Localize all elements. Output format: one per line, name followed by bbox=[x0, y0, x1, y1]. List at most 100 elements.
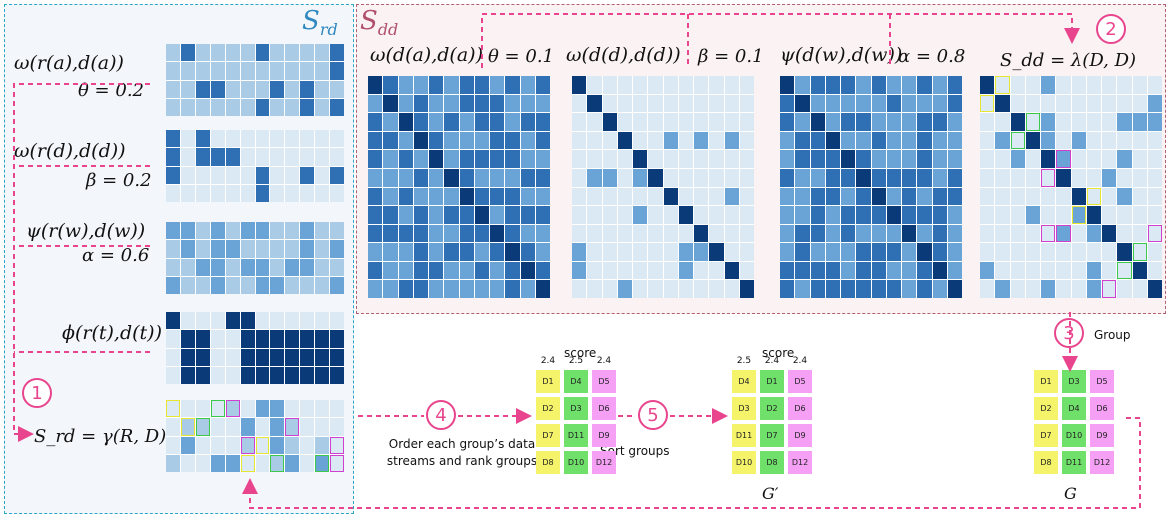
heatmap-cell bbox=[1147, 94, 1162, 113]
heatmap-cell bbox=[694, 187, 709, 206]
heatmap-cell bbox=[663, 206, 678, 224]
heatmap-cell bbox=[902, 224, 917, 243]
heatmap-cell bbox=[300, 436, 315, 454]
heatmap-cell bbox=[648, 131, 663, 150]
heatmap-cell bbox=[709, 280, 724, 298]
group-cell: D5 bbox=[1090, 370, 1114, 393]
heatmap-cell bbox=[810, 206, 825, 224]
heatmap-cell bbox=[490, 76, 505, 94]
group-cell: D12 bbox=[788, 451, 812, 474]
heatmap-cell bbox=[917, 150, 932, 168]
group-cell: D11 bbox=[1062, 451, 1086, 474]
heatmap-cell bbox=[210, 258, 225, 276]
group-cell: D11 bbox=[732, 424, 756, 447]
heatmap-cell bbox=[368, 206, 383, 224]
heatmap-cell bbox=[1147, 206, 1162, 224]
step-1-badge: 1 bbox=[22, 378, 52, 408]
heatmap-cell bbox=[398, 261, 413, 280]
heatmap-cell bbox=[285, 184, 300, 202]
heatmap-cell bbox=[166, 330, 180, 348]
heatmap-cell bbox=[180, 436, 195, 454]
heatmap-cell bbox=[572, 187, 587, 206]
omega-d-label: ω(r(d),d(d)) bbox=[14, 140, 126, 162]
heatmap-cell bbox=[535, 224, 550, 243]
heatmap-cell bbox=[1117, 94, 1132, 113]
heatmap-cell bbox=[300, 222, 315, 240]
heatmap-cell bbox=[285, 98, 300, 116]
heatmap-cell bbox=[1056, 187, 1071, 206]
heatmap-cell bbox=[270, 166, 285, 184]
heatmap-cell bbox=[166, 130, 180, 148]
heatmap-cell bbox=[980, 94, 995, 113]
heatmap-cell bbox=[368, 243, 383, 261]
heatmap-cell bbox=[572, 94, 587, 113]
heatmap-cell bbox=[240, 80, 255, 98]
heatmap-cell bbox=[932, 243, 947, 261]
heatmap-cell bbox=[315, 44, 330, 62]
heatmap-cell bbox=[917, 131, 932, 150]
heatmap-cell bbox=[535, 76, 550, 94]
heatmap-cell bbox=[270, 258, 285, 276]
heatmap-cell bbox=[1056, 113, 1071, 131]
ranked-groups: D1 D4 D5 D2 D3 D6 D7 D11 D9 D8 D10 D12 bbox=[536, 370, 616, 474]
heatmap-cell bbox=[1071, 280, 1086, 298]
heatmap-cell bbox=[1025, 187, 1040, 206]
heatmap-cell bbox=[1056, 131, 1071, 150]
heatmap-cell bbox=[633, 243, 648, 261]
heatmap-cell bbox=[795, 131, 810, 150]
heatmap-cell bbox=[917, 243, 932, 261]
heatmap-cell bbox=[856, 224, 871, 243]
heatmap-cell bbox=[1117, 150, 1132, 168]
heatmap-cell bbox=[1102, 280, 1117, 298]
heatmap-cell bbox=[255, 312, 270, 330]
heatmap-cell bbox=[1010, 131, 1025, 150]
heatmap-cell bbox=[856, 150, 871, 168]
heatmap-cell bbox=[490, 150, 505, 168]
heatmap-cell bbox=[195, 222, 210, 240]
heatmap-cell bbox=[210, 454, 225, 472]
heatmap-cell bbox=[398, 131, 413, 150]
heatmap-cell bbox=[195, 400, 210, 418]
heatmap-cell bbox=[678, 113, 693, 131]
heatmap-cell bbox=[917, 261, 932, 280]
heatmap-cell bbox=[663, 113, 678, 131]
heatmap-cell bbox=[195, 312, 210, 330]
heatmap-cell bbox=[633, 168, 648, 187]
heatmap-cell bbox=[917, 94, 932, 113]
heatmap-cell bbox=[825, 150, 840, 168]
heatmap-cell bbox=[810, 261, 825, 280]
heatmap-cell bbox=[180, 184, 195, 202]
heatmap-cell bbox=[841, 113, 856, 131]
heatmap-cell bbox=[166, 454, 180, 472]
heatmap-cell bbox=[572, 280, 587, 298]
heatmap-cell bbox=[1041, 76, 1056, 94]
heatmap-cell bbox=[780, 261, 795, 280]
heatmap-cell bbox=[886, 94, 901, 113]
heatmap-cell bbox=[709, 224, 724, 243]
heatmap-cell bbox=[535, 131, 550, 150]
heatmap-cell bbox=[633, 224, 648, 243]
group-cell: D8 bbox=[1034, 451, 1058, 474]
heatmap-cell bbox=[180, 62, 195, 80]
heatmap-cell bbox=[535, 261, 550, 280]
heatmap-cell bbox=[587, 113, 602, 131]
heatmap-cell bbox=[195, 330, 210, 348]
heatmap-cell bbox=[368, 131, 383, 150]
heatmap-cell bbox=[633, 187, 648, 206]
heatmap-cell bbox=[1025, 224, 1040, 243]
group-cell: D10 bbox=[564, 451, 588, 474]
heatmap-cell bbox=[1041, 206, 1056, 224]
heatmap-cell bbox=[459, 261, 474, 280]
heatmap-cell bbox=[1025, 76, 1040, 94]
heatmap-cell bbox=[825, 243, 840, 261]
heatmap-cell bbox=[841, 94, 856, 113]
heatmap-cell bbox=[225, 400, 240, 418]
heatmap-cell bbox=[694, 131, 709, 150]
heatmap-cell bbox=[724, 261, 739, 280]
heatmap-cell bbox=[240, 436, 255, 454]
heatmap-cell bbox=[225, 276, 240, 294]
heatmap-cell bbox=[648, 280, 663, 298]
heatmap-omega-a bbox=[166, 44, 344, 116]
heatmap-cell bbox=[255, 454, 270, 472]
heatmap-cell bbox=[995, 113, 1010, 131]
